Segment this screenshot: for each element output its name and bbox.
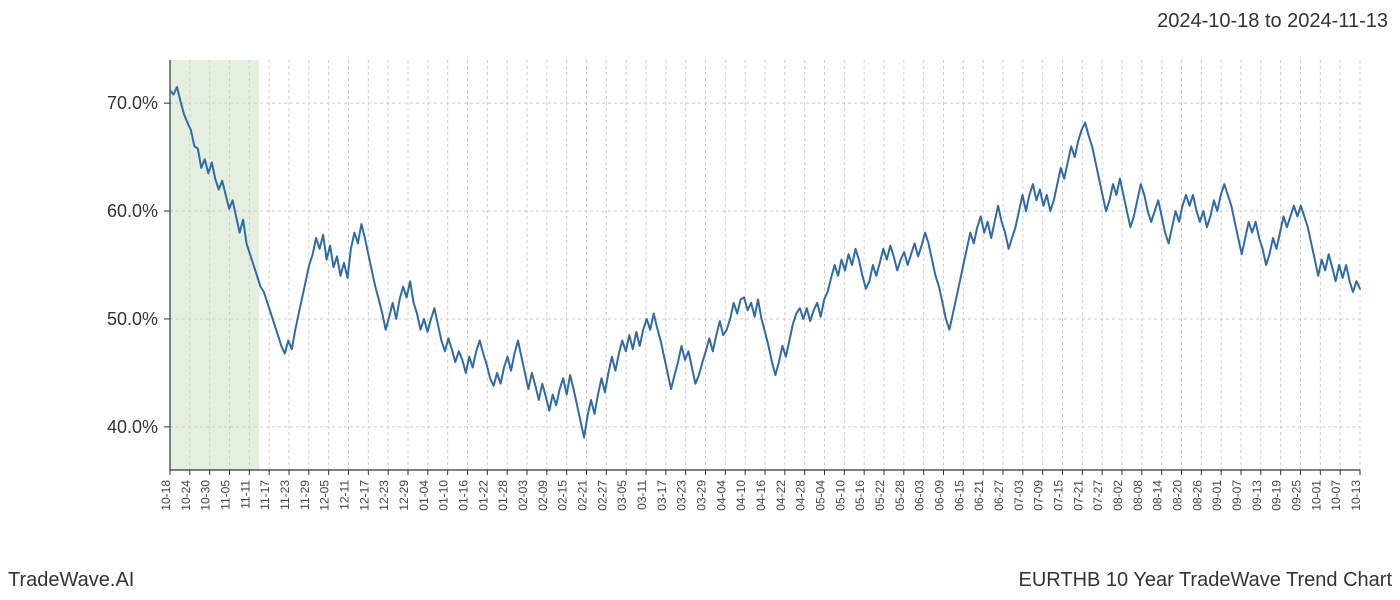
xtick-label: 05-16 (853, 480, 867, 511)
xtick-label: 05-22 (873, 480, 887, 511)
xtick-label: 06-27 (992, 480, 1006, 511)
xtick-label: 11-05 (219, 480, 233, 510)
xtick-label: 12-11 (338, 480, 352, 510)
xtick-label: 04-28 (794, 480, 808, 511)
ytick-label: 60.0% (107, 201, 158, 221)
chart-container: 2024-10-18 to 2024-11-13 TradeWave.AI EU… (0, 0, 1400, 600)
xtick-label: 08-20 (1171, 480, 1185, 511)
xtick-label: 11-23 (278, 480, 292, 510)
xtick-label: 05-10 (833, 480, 847, 511)
xtick-label: 12-05 (318, 480, 332, 511)
xtick-label: 12-29 (397, 480, 411, 511)
xtick-label: 08-08 (1131, 480, 1145, 511)
xtick-label: 02-27 (595, 480, 609, 511)
xtick-label: 07-03 (1012, 480, 1026, 511)
ytick-label: 50.0% (107, 309, 158, 329)
xtick-label: 06-03 (913, 480, 927, 511)
highlight-band (170, 60, 259, 470)
xtick-label: 06-21 (972, 480, 986, 511)
xtick-label: 01-04 (417, 480, 431, 511)
xtick-label: 03-23 (675, 480, 689, 511)
xtick-label: 01-28 (496, 480, 510, 511)
ytick-label: 40.0% (107, 417, 158, 437)
xtick-label: 09-01 (1210, 480, 1224, 511)
xtick-label: 01-10 (437, 480, 451, 511)
xtick-label: 08-14 (1151, 480, 1165, 511)
line-chart-svg: 40.0% 50.0% 60.0% 70.0% 10-18 10-24 10-30 11-05… (0, 40, 1400, 560)
xtick-label: 06-09 (933, 480, 947, 511)
chart-area: 40.0% 50.0% 60.0% 70.0% 10-18 10-24 10-30 11-05… (0, 40, 1400, 560)
xtick-label: 10-13 (1349, 480, 1363, 511)
chart-title: EURTHB 10 Year TradeWave Trend Chart (1018, 569, 1392, 592)
xtick-label: 07-15 (1052, 480, 1066, 511)
xtick-label: 08-02 (1111, 480, 1125, 511)
xtick-label: 03-11 (635, 480, 649, 510)
xtick-label: 04-10 (734, 480, 748, 511)
xtick-label: 01-22 (476, 480, 490, 511)
xtick-label: 01-16 (457, 480, 471, 511)
xtick-label: 12-23 (377, 480, 391, 511)
xtick-label: 02-09 (536, 480, 550, 511)
xtick-label: 12-17 (357, 480, 371, 511)
xtick-label: 02-03 (516, 480, 530, 511)
xtick-label: 08-26 (1190, 480, 1204, 511)
xtick-label: 11-17 (258, 480, 272, 510)
xtick-label: 09-07 (1230, 480, 1244, 511)
xtick-label: 04-22 (774, 480, 788, 511)
xtick-label: 07-27 (1091, 480, 1105, 511)
xtick-label: 07-21 (1071, 480, 1085, 511)
xtick-label: 09-25 (1290, 480, 1304, 511)
xtick-label: 02-21 (576, 480, 590, 511)
xtick-label: 09-13 (1250, 480, 1264, 511)
xtick-label: 05-04 (814, 480, 828, 511)
xtick-label: 10-18 (159, 480, 173, 511)
xtick-label: 10-01 (1309, 480, 1323, 511)
xtick-label: 04-04 (714, 480, 728, 511)
xtick-label: 11-29 (298, 480, 312, 510)
date-range-label: 2024-10-18 to 2024-11-13 (1157, 10, 1388, 33)
xtick-label: 03-05 (615, 480, 629, 511)
xtick-label: 03-17 (655, 480, 669, 511)
xtick-label: 05-28 (893, 480, 907, 511)
xtick-label: 09-19 (1270, 480, 1284, 511)
xtick-label: 07-09 (1032, 480, 1046, 511)
xtick-label: 10-24 (179, 480, 193, 511)
xtick-label: 10-30 (199, 480, 213, 511)
xtick-label: 04-16 (754, 480, 768, 511)
brand-label: TradeWave.AI (8, 569, 134, 592)
xtick-label: 06-15 (952, 480, 966, 511)
xtick-label: 02-15 (556, 480, 570, 511)
xtick-label: 10-07 (1329, 480, 1343, 511)
ytick-label: 70.0% (107, 93, 158, 113)
xtick-label: 03-29 (695, 480, 709, 511)
xtick-label: 11-11 (238, 480, 252, 509)
